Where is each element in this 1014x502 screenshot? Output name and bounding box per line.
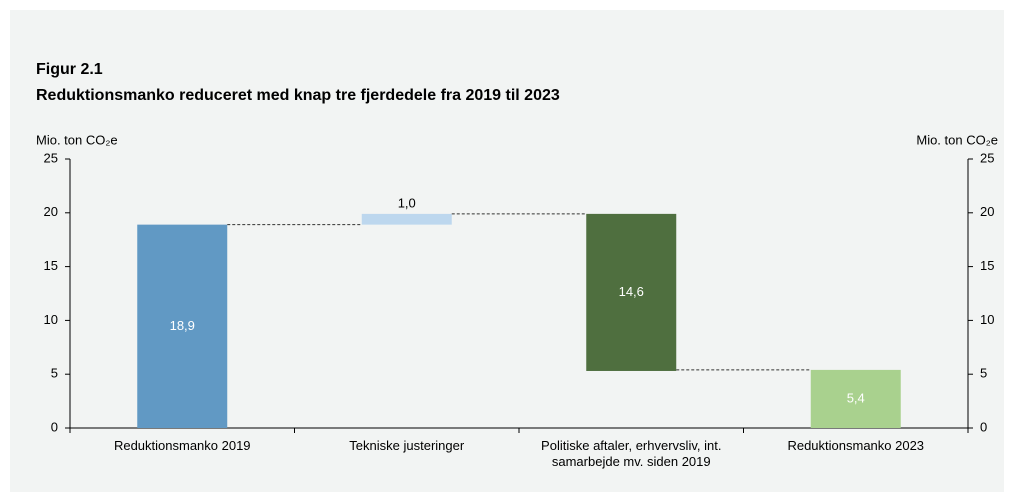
y-tick-label: 0 [51,419,58,434]
y2-axis-label: Mio. ton CO₂e [916,132,998,147]
chart-subtitle: Reduktionsmanko reduceret med knap tre f… [36,87,560,104]
y2-tick-label: 10 [980,312,994,327]
data-label: 14,6 [619,284,644,299]
y-axis-label: Mio. ton CO₂e [36,132,118,147]
data-label: 1,0 [398,195,416,210]
y-tick-label: 15 [44,258,58,273]
y2-tick-label: 15 [980,258,994,273]
y-tick-label: 20 [44,204,58,219]
data-label: 5,4 [847,390,865,405]
x-tick-label: Tekniske justeringer [349,438,465,453]
bar [810,369,901,428]
y-tick-label: 10 [44,312,58,327]
bar [586,213,677,371]
y2-tick-label: 0 [980,419,987,434]
y2-tick-label: 5 [980,366,987,381]
chart-title: Figur 2.1 [36,61,103,78]
y2-tick-label: 25 [980,150,994,165]
x-tick-label: Reduktionsmanko 2019 [113,438,251,453]
x-tick-label: Reduktionsmanko 2023 [787,438,925,453]
bar [137,224,228,428]
bar [361,213,452,225]
y-tick-label: 5 [51,366,58,381]
y2-tick-label: 20 [980,204,994,219]
data-label: 18,9 [170,318,195,333]
y-tick-label: 25 [44,150,58,165]
x-tick-label: Politiske aftaler, erhvervsliv, int. sam… [541,438,722,469]
